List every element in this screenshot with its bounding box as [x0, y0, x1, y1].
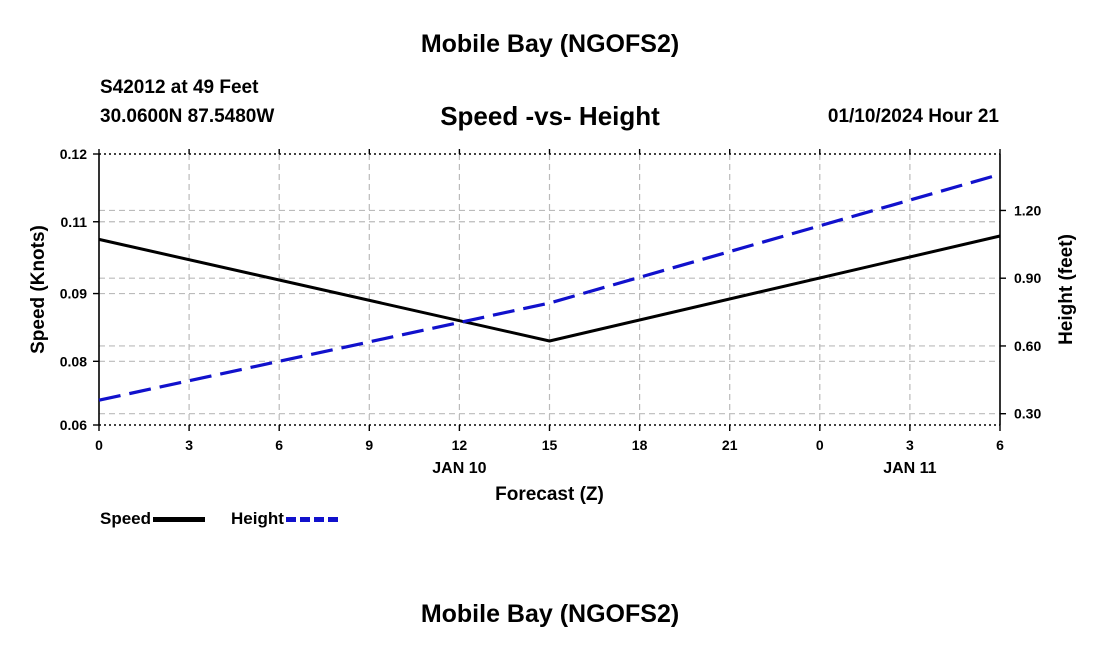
coordinates-label: 30.0600N 87.5480W	[100, 106, 275, 127]
station-label: S42012 at 49 Feet	[100, 77, 259, 98]
x-tick-label: 6	[275, 437, 283, 453]
legend-height: Height	[231, 509, 338, 529]
x-axis-title: Forecast (Z)	[495, 484, 604, 505]
legend-speed: Speed	[100, 509, 206, 529]
y-tick-label: 0.12	[60, 146, 87, 162]
x-tick-label: 15	[542, 437, 558, 453]
x-tick-label: 0	[816, 437, 824, 453]
y2-axis-title: Height (feet)	[1056, 234, 1077, 345]
speed-series-line	[98, 234, 1001, 343]
y2-tick-label: 0.60	[1014, 338, 1041, 354]
x-date-label: JAN 10	[432, 460, 486, 477]
legend-speed-label: Speed	[100, 509, 152, 528]
y2-tick-label: 1.20	[1014, 202, 1041, 218]
y-tick-label: 0.06	[60, 417, 87, 433]
main-title: Mobile Bay (NGOFS2)	[420, 30, 680, 58]
x-tick-label: 0	[95, 437, 103, 453]
x-tick-label: 6	[996, 437, 1004, 453]
y-tick-label: 0.08	[60, 353, 87, 369]
chart-subtitle: Speed -vs- Height	[440, 101, 660, 131]
x-tick-label: 3	[906, 437, 914, 453]
y-tick-label: 0.09	[60, 286, 87, 302]
x-tick-label: 18	[632, 437, 648, 453]
x-date-label: JAN 11	[883, 460, 936, 477]
x-tick-label: 3	[185, 437, 193, 453]
y2-tick-label: 0.90	[1014, 270, 1041, 286]
forecast-datetime: 01/10/2024 Hour 21	[827, 106, 999, 127]
legend-speed-swatch	[153, 516, 206, 522]
x-tick-label: 21	[722, 437, 738, 453]
x-tick-label: 9	[365, 437, 373, 453]
y2-tick-label: 0.30	[1014, 406, 1041, 422]
y-axis-title: Speed (Knots)	[28, 225, 49, 354]
footer-title: Mobile Bay (NGOFS2)	[420, 600, 680, 628]
x-tick-label: 12	[452, 437, 468, 453]
y-tick-label: 0.11	[61, 214, 88, 230]
legend-height-swatch	[285, 516, 338, 522]
legend-height-label: Height	[231, 509, 284, 528]
